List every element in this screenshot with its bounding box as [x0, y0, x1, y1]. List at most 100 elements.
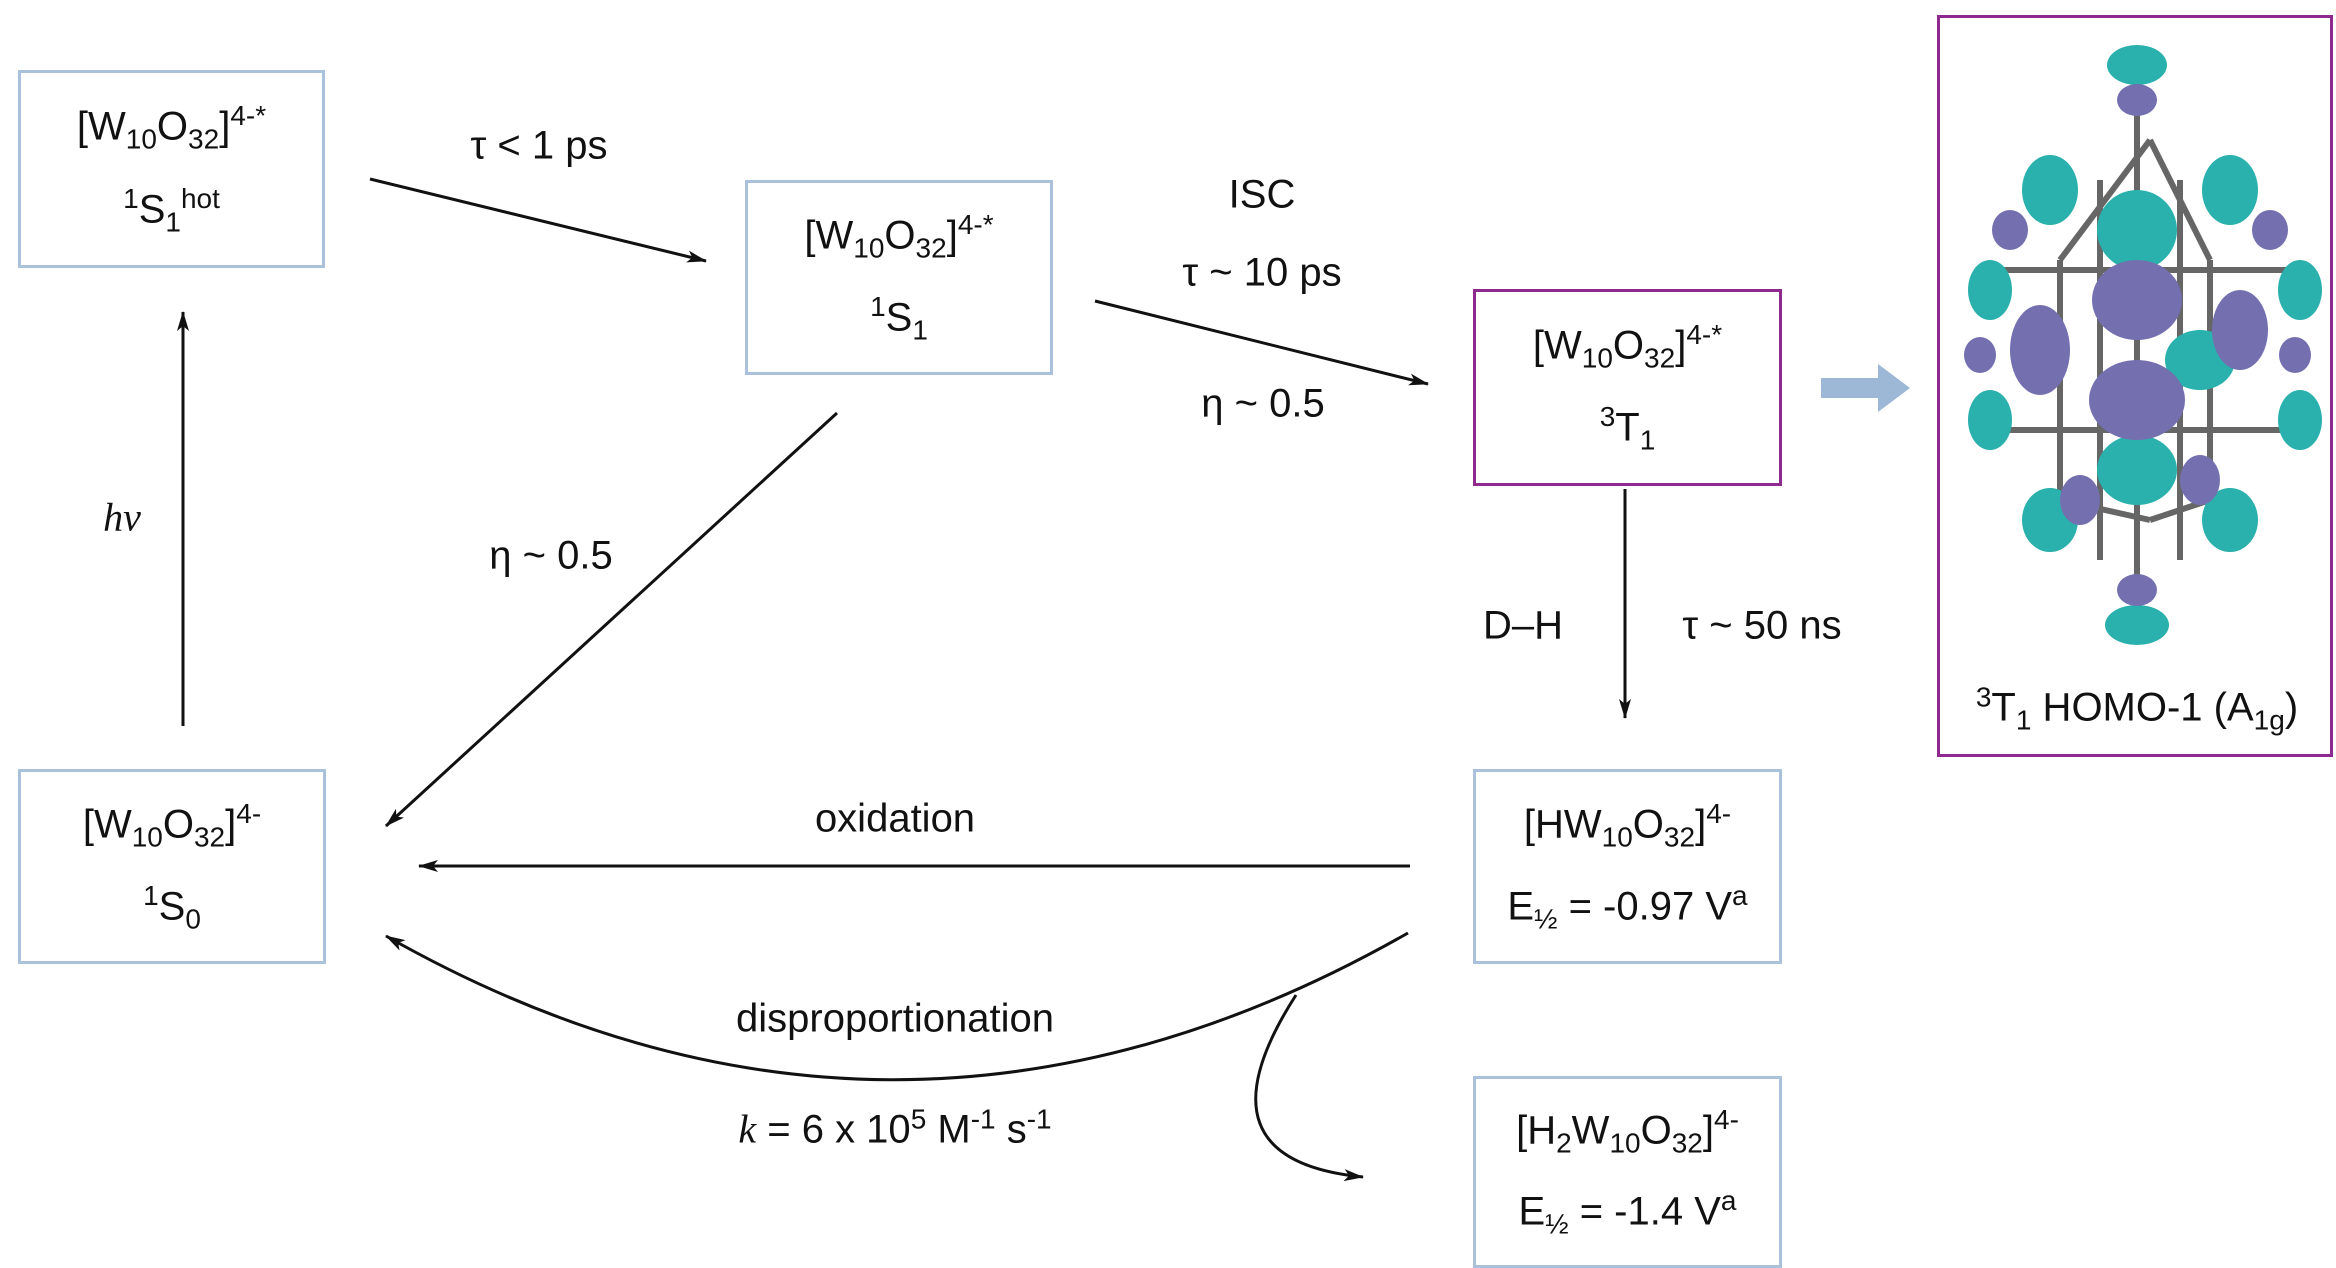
arrow — [1256, 995, 1363, 1177]
text: η ~ 0.5 — [1201, 382, 1324, 426]
label: D–H — [1483, 604, 1563, 649]
text: = -0.97 V — [1557, 884, 1732, 928]
box-line: [W10O32]4- — [83, 798, 261, 853]
box-line: 1S1hot — [123, 183, 220, 238]
subscript: 1g — [2254, 705, 2285, 736]
label: η ~ 0.5 — [1201, 382, 1324, 427]
box-line: [HW10O32]4- — [1524, 798, 1731, 853]
text: ] — [225, 802, 236, 846]
text: S — [139, 187, 166, 231]
text: [W — [804, 213, 853, 257]
orbital-box — [1937, 15, 2333, 757]
text: hν — [103, 495, 141, 540]
text: ] — [1703, 1108, 1714, 1152]
box-line: [W10O32]4-* — [804, 209, 993, 264]
text: ] — [947, 213, 958, 257]
text: τ < 1 ps — [471, 124, 608, 168]
subscript: 2 — [1556, 1127, 1572, 1158]
subscript: 32 — [194, 821, 225, 852]
superscript: 1 — [870, 291, 886, 322]
text: τ ~ 50 ns — [1682, 604, 1841, 648]
text: HOMO-1 (A — [2031, 686, 2253, 730]
subscript: 32 — [188, 123, 219, 154]
superscript: 4-* — [230, 100, 266, 131]
state-box: [H2W10O32]4-E½ = -1.4 Va — [1473, 1076, 1782, 1268]
text: k — [738, 1107, 756, 1152]
box-line: 1S0 — [143, 880, 201, 935]
subscript: 1 — [165, 206, 181, 237]
box-line: [W10O32]4-* — [1533, 319, 1722, 374]
text: [HW — [1524, 802, 1602, 846]
text: ] — [219, 104, 230, 148]
label: 3T1 HOMO-1 (A1g) — [1976, 681, 2298, 736]
text: O — [884, 213, 915, 257]
subscript: ½ — [1545, 1208, 1568, 1239]
text: W — [1572, 1108, 1610, 1152]
label: hν — [103, 494, 141, 541]
arrow — [1095, 301, 1428, 384]
block-arrow — [1821, 364, 1910, 412]
box-line: 1S1 — [870, 291, 928, 346]
state-box: [HW10O32]4-E½ = -0.97 Va — [1473, 769, 1782, 964]
text: ] — [1675, 323, 1686, 367]
label: disproportionation — [736, 997, 1054, 1042]
text: O — [157, 104, 188, 148]
label: τ ~ 10 ps — [1182, 251, 1341, 296]
arrow — [370, 179, 706, 261]
superscript: 1 — [123, 183, 139, 214]
text: E — [1519, 1189, 1546, 1233]
subscript: 10 — [1602, 821, 1633, 852]
label: k = 6 x 105 M-1 s-1 — [738, 1103, 1051, 1152]
superscript: -1 — [971, 1103, 996, 1134]
subscript: 1 — [2016, 705, 2032, 736]
label: τ ~ 50 ns — [1682, 604, 1841, 649]
subscript: 10 — [853, 232, 884, 263]
state-box: [W10O32]4-1S0 — [18, 769, 326, 964]
subscript: 32 — [1672, 1127, 1703, 1158]
text: ISC — [1229, 173, 1296, 217]
text: D–H — [1483, 604, 1563, 648]
subscript: 0 — [185, 903, 201, 934]
text: S — [886, 295, 913, 339]
text: η ~ 0.5 — [489, 534, 612, 578]
diagram: [W10O32]4-*1S1hot[W10O32]4-*1S1[W10O32]4… — [0, 0, 2336, 1268]
text: O — [1633, 802, 1664, 846]
text: = -1.4 V — [1569, 1189, 1721, 1233]
box-line: [W10O32]4-* — [77, 100, 266, 155]
superscript: a — [1721, 1185, 1737, 1216]
text: O — [163, 802, 194, 846]
state-box: [W10O32]4-* 1S1 — [745, 180, 1053, 375]
text: S — [159, 884, 186, 928]
superscript: 3 — [1600, 401, 1616, 432]
subscript: 10 — [132, 821, 163, 852]
subscript: 32 — [1664, 821, 1695, 852]
box-line: E½ = -1.4 Va — [1519, 1185, 1737, 1240]
text: T — [1991, 686, 2015, 730]
text: ) — [2285, 686, 2298, 730]
superscript: 4- — [1706, 798, 1731, 829]
subscript: 1 — [912, 314, 928, 345]
superscript: -1 — [1027, 1103, 1052, 1134]
label: oxidation — [815, 797, 975, 842]
state-box: [W10O32]4-* 1S1hot — [18, 70, 325, 268]
superscript: 4- — [236, 798, 261, 829]
label: η ~ 0.5 — [489, 534, 612, 579]
text: disproportionation — [736, 997, 1054, 1041]
superscript: 1 — [143, 880, 159, 911]
superscript: 4- — [1714, 1104, 1739, 1135]
superscript: 4-* — [1686, 319, 1722, 350]
superscript: 4-* — [958, 209, 994, 240]
text: [H — [1516, 1108, 1556, 1152]
text: s — [996, 1108, 1027, 1152]
arrow — [386, 413, 837, 826]
text: [W — [77, 104, 126, 148]
text: ] — [1695, 802, 1706, 846]
subscript: 10 — [126, 123, 157, 154]
state-box: [W10O32]4-*3T1 — [1473, 289, 1782, 486]
subscript: 32 — [916, 232, 947, 263]
label: τ < 1 ps — [471, 124, 608, 169]
text: [W — [83, 802, 132, 846]
subscript: 10 — [1609, 1127, 1640, 1158]
superscript: 5 — [911, 1103, 927, 1134]
text: M — [926, 1108, 970, 1152]
